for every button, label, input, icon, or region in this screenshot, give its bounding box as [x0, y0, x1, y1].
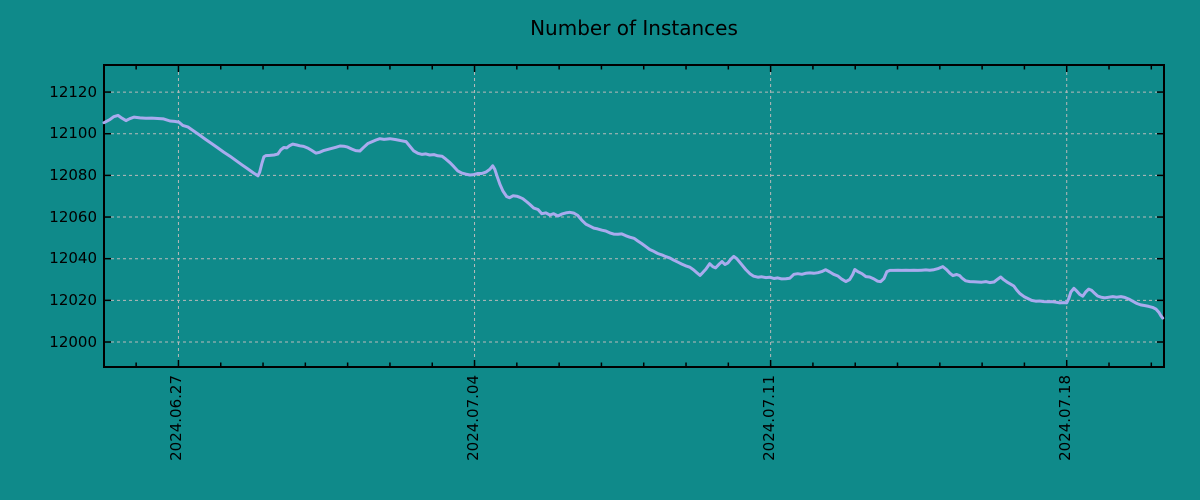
- x-tick-label-text: 2024.07.04: [463, 375, 482, 461]
- x-tick-label-text: 2024.06.27: [167, 375, 186, 461]
- y-tick-label: 12040: [49, 249, 97, 268]
- y-tick-label: 12060: [49, 207, 97, 226]
- chart-title: Number of Instances: [530, 16, 738, 40]
- y-tick-label: 12120: [49, 82, 97, 101]
- y-tick-label: 12080: [49, 165, 97, 184]
- y-tick-label: 12020: [49, 290, 97, 309]
- plot-border: [103, 64, 1165, 368]
- y-tick-label: 12100: [49, 124, 97, 143]
- data-series-line: [102, 113, 1165, 320]
- axis-ticks: [104, 65, 1164, 367]
- x-tick-label-text: 2024.07.11: [759, 375, 778, 461]
- x-tick-label-text: 2024.07.18: [1055, 375, 1074, 461]
- y-tick-label: 12000: [49, 332, 97, 351]
- grid-lines: [105, 66, 1163, 366]
